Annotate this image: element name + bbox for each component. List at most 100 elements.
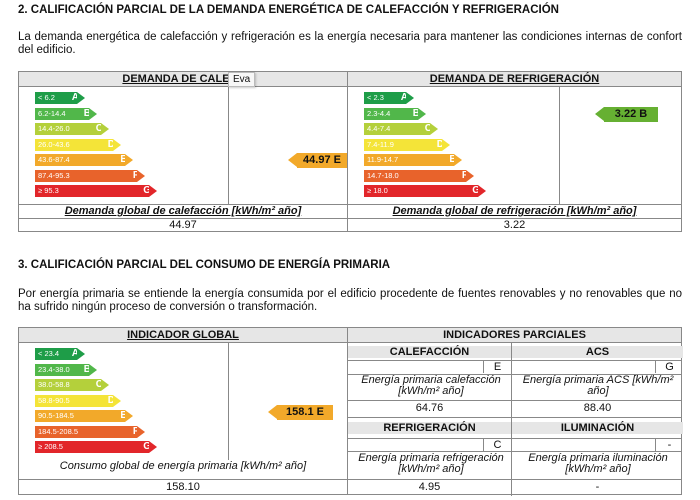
partial-indicators-box: INDICADORES PARCIALES CALEFACCIÓN ACS E … xyxy=(347,327,683,496)
global-bar-b: 23.4-38.0 B xyxy=(35,363,97,376)
cooling-bar-a: < 2.3 A xyxy=(364,92,414,104)
partial-lighting-letter: - xyxy=(655,439,683,451)
heating-letter-f: F xyxy=(132,169,139,181)
global-bar-a: < 23.4 A xyxy=(35,348,85,360)
cooling-letter-a: A xyxy=(400,92,408,103)
heating-range-b: 6.2-14.4 xyxy=(38,108,66,118)
heating-bar-f: 87.4-95.3 F xyxy=(35,169,145,182)
heating-demand-header: DEMANDA DE CALEFA xyxy=(19,72,347,87)
heating-letter-d: D xyxy=(107,138,115,150)
heating-global-value: 44.97 xyxy=(169,219,197,231)
heating-bar-c: 14.4-26.0 C xyxy=(35,123,109,135)
global-rating-marker: 158.1 E xyxy=(268,405,333,420)
section-3-title: 3. CALIFICACIÓN PARCIAL DEL CONSUMO DE E… xyxy=(18,259,391,271)
cooling-letter-f: F xyxy=(461,169,468,181)
cooling-range-a: < 2.3 xyxy=(367,93,384,102)
global-letter-c: C xyxy=(95,379,103,390)
global-range-b: 23.4-38.0 xyxy=(38,364,70,374)
cooling-letter-d: D xyxy=(436,138,444,150)
heating-bar-d: 26.0-43.6 D xyxy=(35,138,121,151)
cooling-rating-marker: 3.22 B xyxy=(595,107,658,122)
partial-acs-label: Energía primaria ACS [kWh/m² año] xyxy=(522,374,674,397)
heating-letter-e: E xyxy=(120,154,127,165)
partial-lighting-value: - xyxy=(595,481,600,493)
cooling-demand-header: DEMANDA DE REFRIGERACIÓN xyxy=(348,72,681,87)
partial-cooling-title: REFRIGERACIÓN xyxy=(348,422,511,434)
partial-acs-value: 88.40 xyxy=(583,402,612,414)
global-indicator-box: INDICADOR GLOBAL < 23.4 A 23.4-38.0 B 38.0-5… xyxy=(18,327,348,495)
heating-range-f: 87.4-95.3 xyxy=(38,170,70,180)
heating-rating-marker: 44.97 E xyxy=(288,153,347,168)
partial-cooling-label: Energía primaria refrigeración [kWh/m² a… xyxy=(358,452,504,475)
partial-indicators-header: INDICADORES PARCIALES xyxy=(348,328,681,343)
heating-bar-g: ≥ 95.3 G xyxy=(35,185,157,197)
global-consumption-value: 158.10 xyxy=(166,481,200,493)
partial-acs-letter: G xyxy=(655,361,683,373)
partial-lighting-title: ILUMINACIÓN xyxy=(512,422,683,434)
global-bar-f: 184.5-208.5 F xyxy=(35,425,145,438)
partial-heating-letter: E xyxy=(483,361,511,373)
section-3-text: Por energía primaria se entiende la ener… xyxy=(18,288,682,313)
cooling-range-f: 14.7-18.0 xyxy=(367,170,399,180)
heating-range-d: 26.0-43.6 xyxy=(38,139,70,149)
partial-heating-label: Energía primaria calefacción [kWh/m² año… xyxy=(361,374,501,397)
partial-lighting-label: Energía primaria iluminación [kWh/m² año… xyxy=(528,452,668,475)
cooling-bar-g: ≥ 18.0 G xyxy=(364,185,486,197)
heating-range-e: 43.6-87.4 xyxy=(38,155,70,164)
cooling-range-c: 4.4-7.4 xyxy=(367,124,391,133)
global-indicator-header: INDICADOR GLOBAL xyxy=(19,328,347,343)
global-bar-e: 90.5-184.5 E xyxy=(35,410,133,422)
global-range-a: < 23.4 xyxy=(38,349,60,358)
cooling-letter-e: E xyxy=(449,154,456,165)
heating-bar-a: < 6.2 A xyxy=(35,92,85,104)
tooltip: Eva xyxy=(228,72,256,87)
partial-cooling-value: 4.95 xyxy=(418,481,441,493)
heating-letter-a: A xyxy=(71,92,79,103)
cooling-global-label: Demanda global de refrigeración [kWh/m² … xyxy=(392,205,637,217)
heating-letter-c: C xyxy=(95,123,103,134)
global-bar-g: ≥ 208.5 G xyxy=(35,441,157,453)
partial-cooling-letter: C xyxy=(483,439,511,451)
partial-acs-title: ACS xyxy=(512,346,683,358)
section-2-title: 2. CALIFICACIÓN PARCIAL DE LA DEMANDA EN… xyxy=(18,4,559,16)
global-range-g: ≥ 208.5 xyxy=(38,442,63,451)
global-bar-d: 58.8-90.5 D xyxy=(35,394,121,407)
cooling-bar-d: 7.4-11.9 D xyxy=(364,138,450,151)
cooling-letter-c: C xyxy=(424,123,432,134)
partial-heating-title: CALEFACCIÓN xyxy=(348,346,511,358)
global-range-f: 184.5-208.5 xyxy=(38,426,79,436)
cooling-demand-box: DEMANDA DE REFRIGERACIÓN < 2.3 A 2.3-4.4 B 4… xyxy=(347,71,682,232)
heating-bar-b: 6.2-14.4 B xyxy=(35,107,97,120)
cooling-range-b: 2.3-4.4 xyxy=(367,108,391,118)
cooling-range-e: 11.9-14.7 xyxy=(367,155,399,164)
global-letter-e: E xyxy=(120,410,127,421)
section-2-text: La demanda energética de calefacción y r… xyxy=(18,31,682,56)
cooling-bar-b: 2.3-4.4 B xyxy=(364,107,426,120)
global-consumption-label: Consumo global de energía primaria [kWh/… xyxy=(59,460,307,472)
cooling-bar-e: 11.9-14.7 E xyxy=(364,154,462,166)
heating-bar-e: 43.6-87.4 E xyxy=(35,154,133,166)
global-bar-c: 38.0-58.8 C xyxy=(35,379,109,391)
global-letter-g: G xyxy=(143,441,151,452)
global-letter-d: D xyxy=(107,394,115,406)
cooling-range-g: ≥ 18.0 xyxy=(367,186,388,195)
global-letter-b: B xyxy=(83,363,91,375)
cooling-letter-b: B xyxy=(412,107,420,119)
heating-letter-b: B xyxy=(83,107,91,119)
cooling-global-value: 3.22 xyxy=(503,219,526,231)
cooling-range-d: 7.4-11.9 xyxy=(367,139,394,149)
heating-range-g: ≥ 95.3 xyxy=(38,186,59,195)
global-range-d: 58.8-90.5 xyxy=(38,395,70,405)
heating-global-label: Demanda global de calefacción [kWh/m² añ… xyxy=(64,205,302,217)
global-range-c: 38.0-58.8 xyxy=(38,380,70,389)
partial-heating-value: 64.76 xyxy=(415,402,444,414)
heating-range-c: 14.4-26.0 xyxy=(38,124,70,133)
cooling-letter-g: G xyxy=(472,185,480,196)
heating-demand-box: DEMANDA DE CALEFA < 6.2 A 6.2-14.4 B 14.4-26… xyxy=(18,71,348,232)
global-range-e: 90.5-184.5 xyxy=(38,411,74,420)
global-letter-f: F xyxy=(132,425,139,437)
global-letter-a: A xyxy=(71,348,79,359)
heating-letter-g: G xyxy=(143,185,151,196)
cooling-bar-f: 14.7-18.0 F xyxy=(364,169,474,182)
cooling-bar-c: 4.4-7.4 C xyxy=(364,123,438,135)
